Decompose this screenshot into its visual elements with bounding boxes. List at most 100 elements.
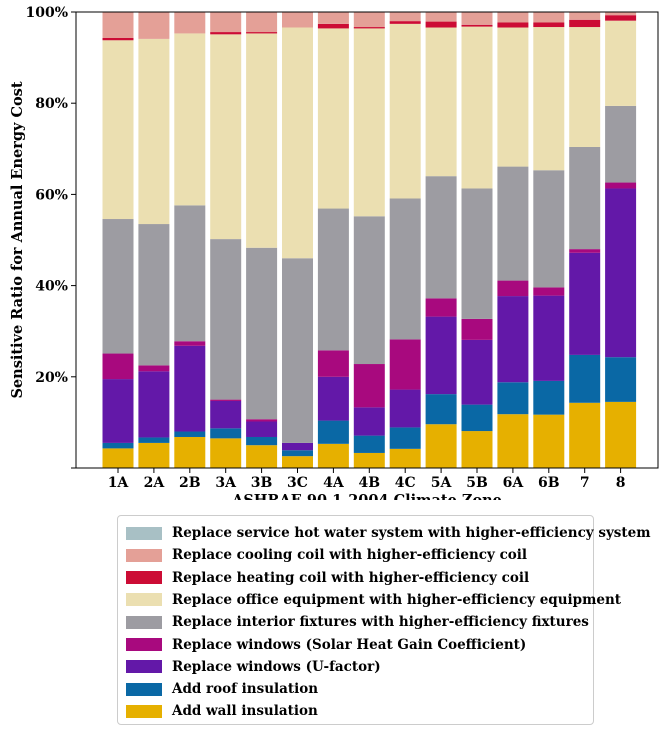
bar-segment-4A-series-4 [317,208,349,351]
bar-segment-8-series-0 [605,401,637,468]
bar-segment-3B-series-5 [246,33,278,248]
bar-segment-4C-series-4 [389,198,421,340]
bar-segment-4B-series-4 [353,216,385,365]
bar-segment-6B-series-6 [533,22,565,28]
legend-label: Add wall insulation [172,703,318,720]
y-tick-label: 40% [35,279,68,295]
x-tick-label-1A: 1A [108,475,130,491]
bar-segment-7-series-6 [569,19,601,28]
bar-segment-3B-series-1 [246,436,278,446]
bar-segment-2B-series-7 [174,12,206,34]
bar-segment-2A-series-3 [138,365,170,372]
bar-layer [102,12,637,468]
bar-segment-4B-series-3 [353,364,385,408]
bar-segment-1A-series-6 [102,37,134,41]
bar-segment-3B-series-6 [246,32,278,34]
bar-segment-5B-series-5 [461,26,493,189]
legend-swatch [126,660,162,674]
bar-segment-3C-series-0 [282,456,313,468]
bar-segment-1A-series-2 [102,379,134,443]
bar-segment-6A-series-4 [497,166,529,281]
bar-segment-3C-series-5 [282,27,313,259]
bar-segment-2A-series-5 [138,38,170,225]
bar-segment-4B-series-7 [353,12,385,28]
legend-swatch [126,526,162,540]
bar-segment-2B-series-3 [174,341,206,346]
bar-segment-4A-series-7 [317,12,349,24]
legend-label: Replace windows (U-factor) [172,658,381,675]
y-tick-label: 20% [35,370,68,386]
bar-segment-7-series-0 [569,402,601,468]
bar-segment-8-series-6 [605,15,637,21]
legend-label: Replace service hot water system with hi… [172,525,651,541]
x-tick-label-3C: 3C [287,475,308,491]
bar-segment-4A-series-5 [317,28,349,209]
bar-segment-4C-series-6 [389,21,421,24]
bar-segment-8-series-1 [605,357,637,402]
bar-segment-1A-series-3 [102,353,134,380]
bar-segment-8-series-3 [605,182,637,189]
bar-segment-5A-series-1 [425,394,457,425]
bar-segment-8-series-5 [605,20,637,106]
bar-segment-3A-series-5 [210,34,242,240]
bar-segment-7-series-5 [569,27,601,147]
bar-segment-8-series-2 [605,188,637,358]
bar-segment-4C-series-1 [389,427,421,449]
bar-segment-3A-series-7 [210,12,242,33]
bar-segment-4A-series-1 [317,420,349,444]
bar-segment-2A-series-7 [138,12,170,39]
bar-segment-6A-series-3 [497,280,529,297]
bar-segment-5A-series-0 [425,424,457,468]
bar-segment-2B-series-1 [174,431,206,437]
bar-segment-4B-series-5 [353,28,385,217]
bar-segment-4C-series-5 [389,23,421,199]
x-tick-label-4C: 4C [395,475,416,491]
legend-swatch [126,682,162,696]
bar-segment-2B-series-0 [174,436,206,468]
bar-segment-7-series-4 [569,146,601,250]
bar-segment-5A-series-4 [425,176,457,299]
legend: Replace service hot water system with hi… [117,515,651,725]
bar-segment-1A-series-0 [102,448,134,468]
bar-segment-3C-series-7 [282,12,313,28]
bar-segment-8-series-4 [605,105,637,183]
x-axis-ticks: 1A 2A 2B 3A 3B 3C 4A 4B 4C 5A 5B 6A 6B 7 8 [108,468,626,491]
legend-swatch [126,571,162,585]
x-tick-label-4B: 4B [359,475,381,491]
bar-segment-5A-series-6 [425,21,457,28]
bar-segment-5A-series-7 [425,12,457,22]
bar-segment-3C-series-2 [282,442,313,451]
bar-segment-4A-series-2 [317,376,349,421]
bar-segment-4B-series-2 [353,407,385,436]
bar-segment-5B-series-2 [461,339,493,405]
legend-item: Add roof insulation [126,678,318,700]
bar-segment-4C-series-2 [389,389,421,428]
bar-segment-5A-series-3 [425,298,457,317]
x-tick-label-2B: 2B [179,475,201,491]
bar-segment-3B-series-0 [246,445,278,468]
bar-segment-5B-series-1 [461,404,493,432]
legend-label: Replace office equipment with higher-eff… [172,591,622,608]
bar-segment-3A-series-0 [210,438,242,468]
bar-segment-5B-series-7 [461,12,493,25]
y-axis-label: Sensitive Ratio for Annual Energy Cost [9,81,26,398]
y-axis-ticks: 20% 40% 60% 80% 100% [25,5,76,469]
bar-segment-8-series-7 [605,12,637,16]
x-tick-label-8: 8 [616,475,626,491]
bar-segment-5B-series-3 [461,318,493,340]
plot-frame [75,11,659,469]
bar-segment-4B-series-6 [353,27,385,29]
bar-segment-6B-series-7 [533,12,565,23]
legend-label: Add roof insulation [172,681,319,698]
legend-item: Replace office equipment with higher-eff… [126,589,621,611]
bar-segment-6B-series-4 [533,170,565,288]
x-tick-label-5B: 5B [466,475,488,491]
y-tick-label: 100% [25,5,68,21]
bar-segment-6A-series-7 [497,12,529,23]
bar-segment-2A-series-0 [138,442,170,468]
bar-segment-6B-series-0 [533,414,565,468]
bar-segment-5B-series-0 [461,431,493,468]
bar-segment-3A-series-2 [210,400,242,429]
bar-segment-2A-series-4 [138,224,170,366]
legend-swatch [126,615,162,629]
